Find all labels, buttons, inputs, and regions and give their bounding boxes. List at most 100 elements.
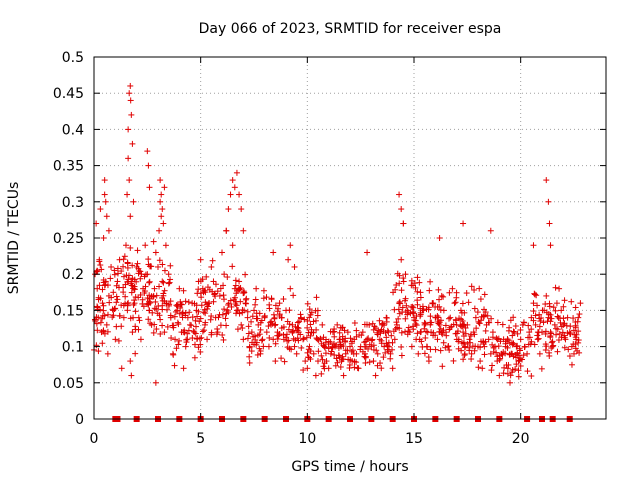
data-point [373,347,380,354]
data-point [170,322,177,329]
data-point [132,350,139,357]
data-point [244,314,251,321]
data-point [152,249,159,256]
data-point [167,314,174,321]
data-point [333,355,340,362]
data-point [388,332,395,339]
data-point [268,295,275,302]
data-point [104,350,111,357]
data-point [493,335,500,342]
data-point [488,367,495,374]
data-point [206,286,213,293]
data-point [390,328,397,335]
y-axis-label: SRMTID / TECUs [6,182,22,295]
data-point [106,299,113,306]
data-point [482,327,489,334]
data-point [310,350,317,357]
data-point [543,292,550,299]
data-point [248,318,255,325]
data-point [398,256,405,263]
data-point [425,358,432,365]
data-point [199,285,206,292]
data-point [454,328,461,335]
data-point [223,322,230,329]
data-point [377,328,384,335]
data-point [545,314,552,321]
data-point [497,355,504,362]
y-tick-label: 0.4 [62,122,84,138]
data-point [152,379,159,386]
data-point [150,292,157,299]
data-point [249,339,256,346]
data-point [396,280,403,287]
data-point [566,329,573,336]
data-point [198,302,205,309]
data-point [348,348,355,355]
data-point [284,337,291,344]
data-point [403,302,410,309]
data-point [374,350,381,357]
data-point [484,312,491,319]
data-point [344,329,351,336]
data-point [304,365,311,372]
data-point [468,356,475,363]
data-point [219,249,225,256]
data-point [155,263,161,270]
data-point [178,301,185,308]
data-point [280,336,287,343]
data-point [573,336,580,343]
data-point [278,355,285,362]
data-point [439,363,446,370]
data-point [180,287,187,294]
data-point [302,358,309,365]
data-point [204,336,211,343]
data-point [270,311,277,318]
data-point [461,309,468,316]
data-point [227,191,234,198]
data-point [465,299,472,306]
data-point [561,332,568,339]
data-point [278,314,285,321]
data-point [157,198,164,205]
data-point [398,343,405,350]
data-point [436,296,443,303]
data-point [97,319,104,326]
data-point [542,341,549,348]
data-point [400,220,407,227]
data-point [414,274,421,281]
data-point [355,365,362,372]
data-point [434,304,441,311]
data-point [548,315,555,322]
data-point [159,261,166,268]
data-point [516,357,523,364]
data-point [189,314,196,321]
data-point [464,321,471,328]
data-point [105,292,112,299]
data-point [335,345,342,352]
data-point [542,328,549,335]
data-point [393,321,400,328]
data-point [208,263,215,270]
data-point [146,278,153,285]
data-point [175,341,182,348]
data-point [290,292,297,299]
data-point [167,262,174,269]
data-point [120,302,127,309]
data-point [138,271,145,278]
data-point [207,316,214,323]
data-point [248,348,255,355]
data-point [184,314,191,321]
data-point [422,320,429,327]
data-point [379,321,385,328]
data-point [109,314,116,321]
data-point [96,282,103,289]
data-point [308,329,315,336]
data-point [570,327,577,334]
data-point [280,323,287,330]
data-point [531,341,538,348]
data-point [263,329,270,336]
data-point [470,329,477,336]
data-point [214,329,221,336]
data-point [96,256,103,263]
y-tick-label: 0.15 [53,303,84,319]
